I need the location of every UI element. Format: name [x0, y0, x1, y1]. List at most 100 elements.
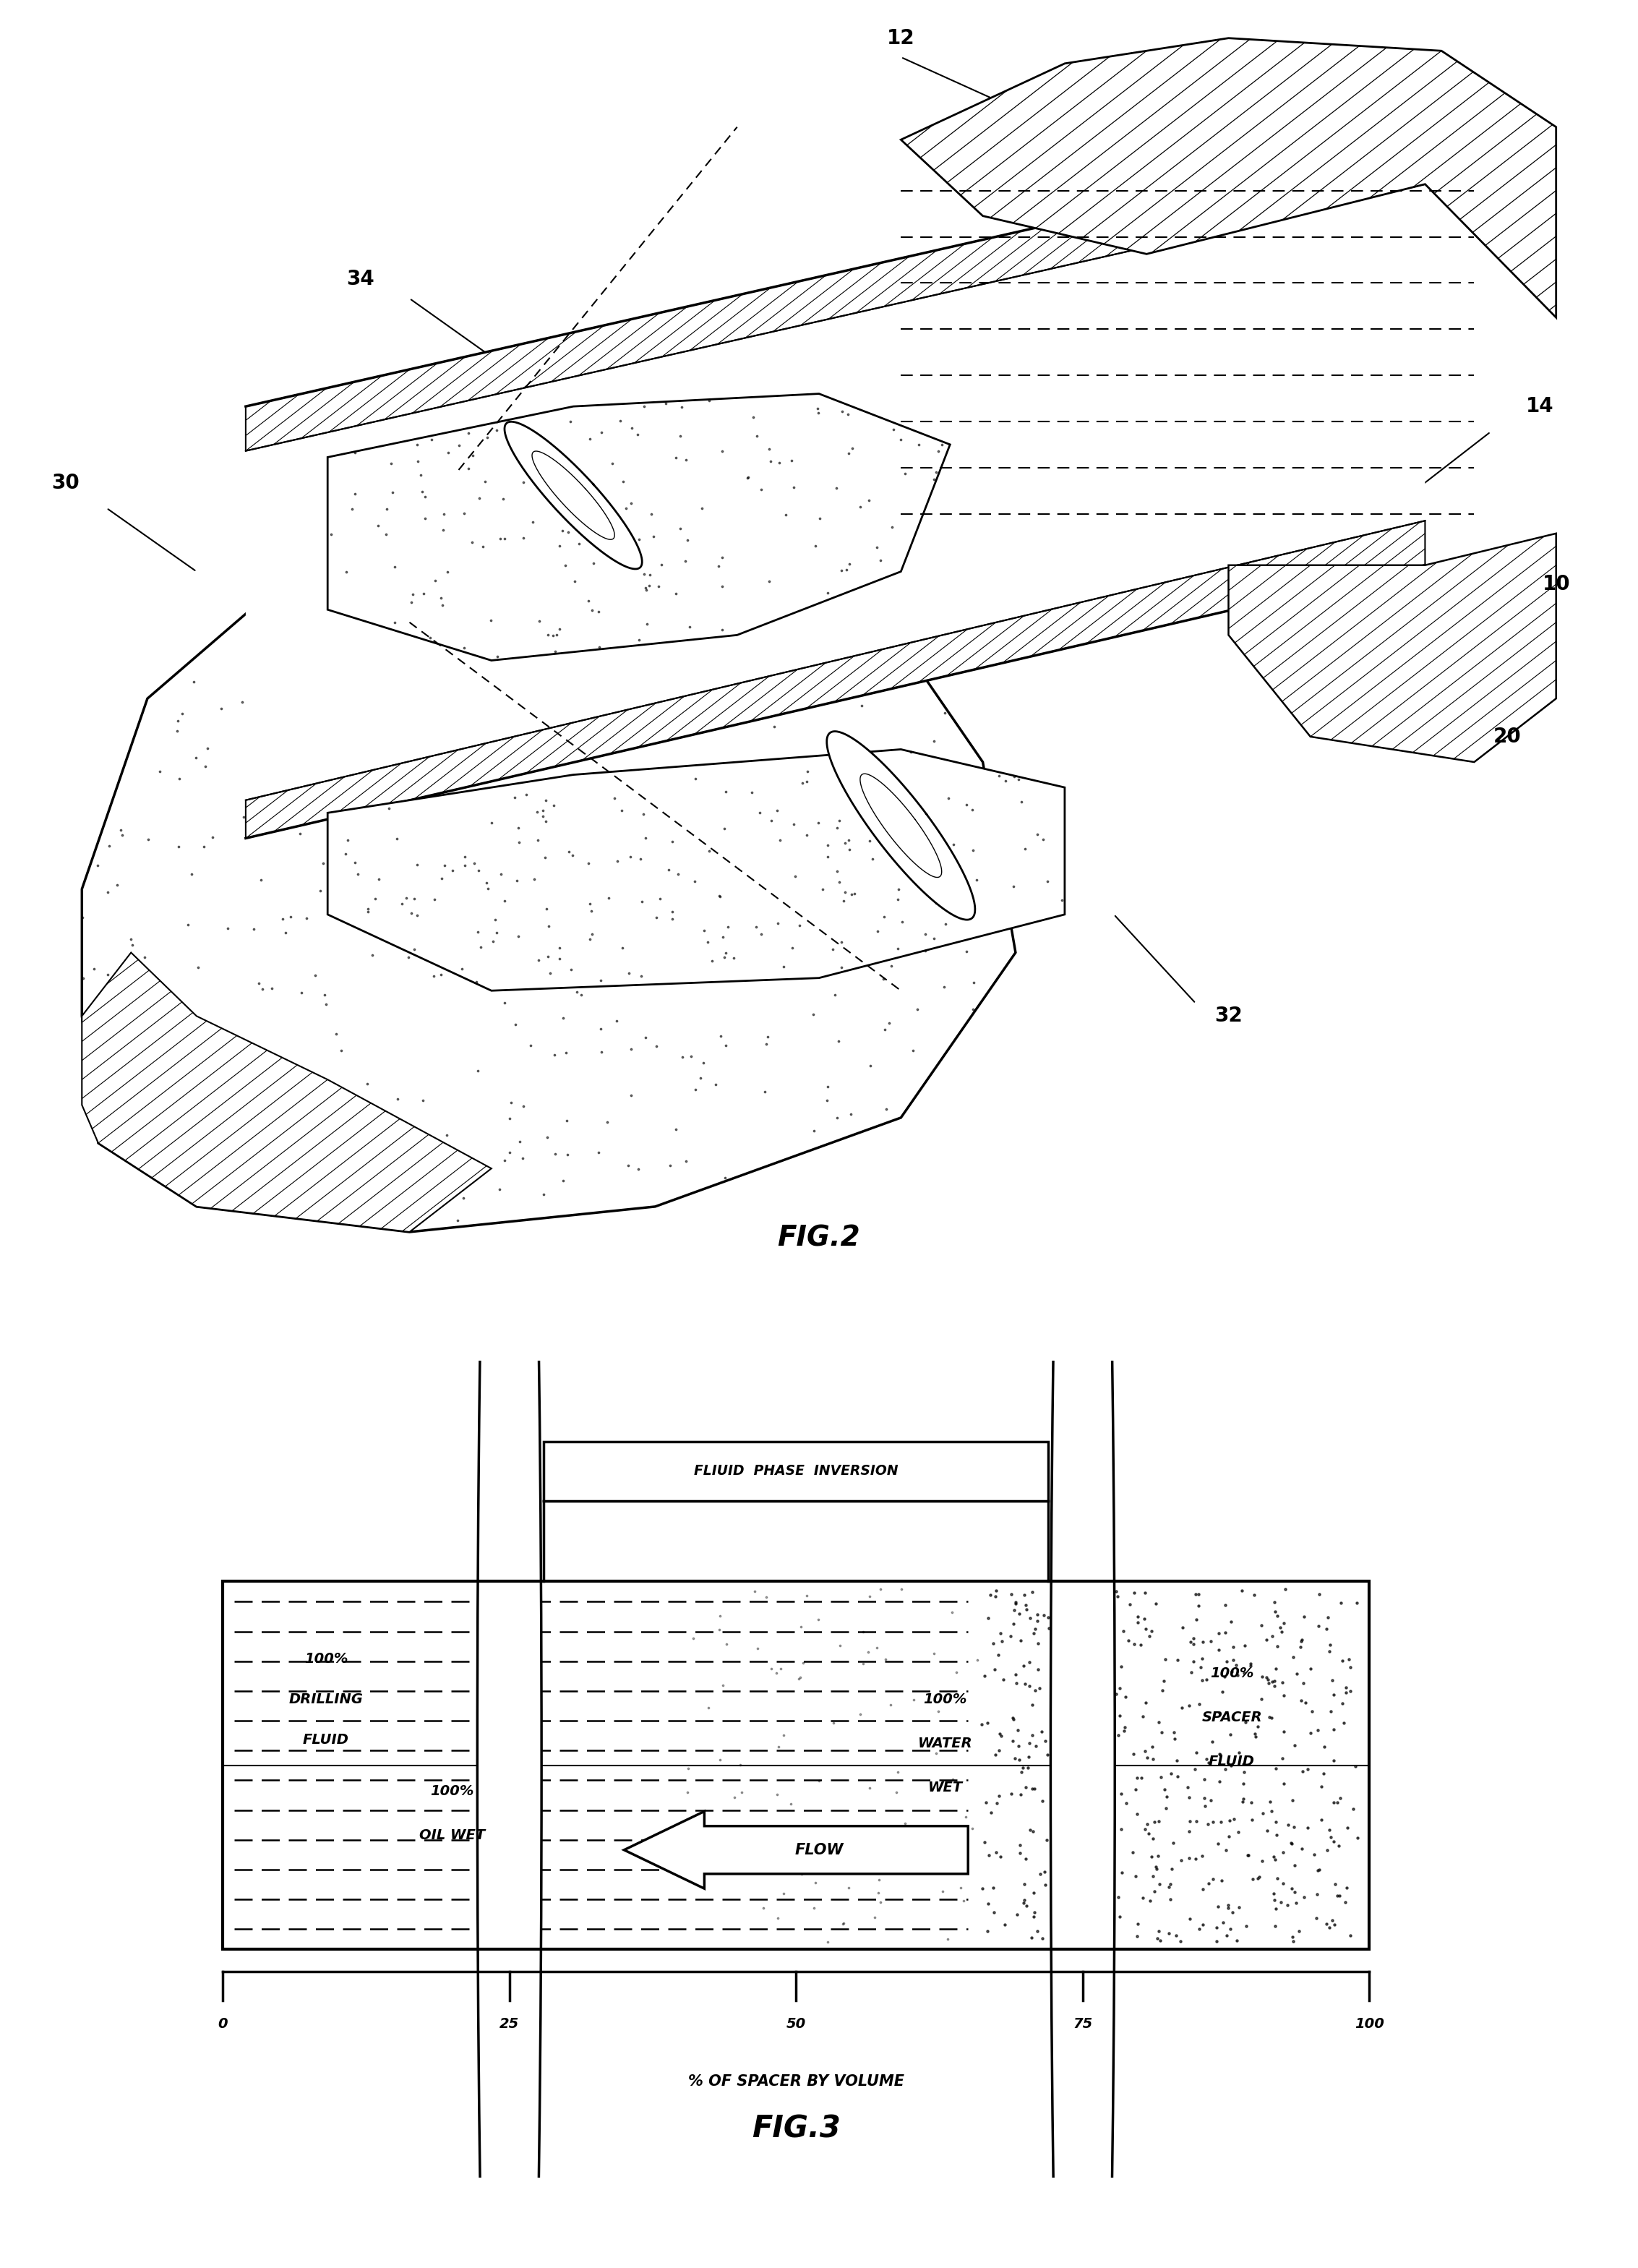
Point	[1199, 1860, 1225, 1896]
Point	[1006, 762, 1032, 798]
Point	[1152, 1771, 1178, 1808]
Point	[485, 844, 511, 880]
Point	[740, 399, 767, 435]
Point	[460, 844, 486, 880]
Point	[1140, 1857, 1166, 1894]
Point	[1145, 1837, 1171, 1873]
Point	[105, 1102, 131, 1139]
Point	[1006, 1728, 1032, 1765]
Point	[408, 458, 434, 494]
Point	[526, 873, 552, 909]
Point	[932, 694, 958, 730]
Point	[1111, 1712, 1137, 1749]
Point	[1335, 1642, 1361, 1678]
Point	[436, 435, 462, 472]
Point	[940, 826, 966, 862]
Point	[960, 1810, 986, 1846]
Point	[986, 1733, 1012, 1769]
Point	[1230, 1746, 1256, 1783]
Point	[1107, 1649, 1133, 1685]
Point	[247, 862, 274, 898]
Point	[1060, 1755, 1086, 1792]
Point	[1016, 1644, 1042, 1681]
Point	[598, 610, 624, 646]
Point	[1024, 1912, 1050, 1948]
Point	[983, 1785, 1009, 1821]
Point	[370, 744, 396, 780]
Point	[1124, 1760, 1150, 1796]
Point	[799, 996, 826, 1032]
Point	[752, 658, 778, 694]
Point	[498, 807, 524, 844]
Point	[839, 875, 865, 912]
Point	[249, 971, 275, 1007]
Point	[85, 1030, 111, 1066]
Point	[1320, 1676, 1346, 1712]
Point	[385, 1186, 411, 1222]
Point	[1022, 1672, 1048, 1708]
Point	[1007, 1835, 1034, 1871]
Point	[1255, 1660, 1281, 1696]
Point	[786, 1660, 812, 1696]
Point	[131, 939, 157, 975]
Point	[829, 923, 855, 959]
Point	[870, 962, 896, 998]
Point	[521, 862, 547, 898]
Point	[264, 626, 290, 662]
Point	[1253, 1658, 1279, 1694]
Point	[452, 848, 478, 885]
Point	[588, 1012, 614, 1048]
Point	[821, 608, 847, 644]
Point	[709, 612, 735, 649]
Point	[180, 665, 206, 701]
Point	[835, 435, 862, 472]
Point	[346, 855, 372, 891]
Point	[893, 796, 919, 832]
Point	[709, 1667, 735, 1703]
Point	[999, 1701, 1025, 1737]
Point	[518, 508, 544, 544]
Point	[475, 869, 501, 905]
Point	[283, 1168, 310, 1204]
Point	[308, 1098, 334, 1134]
Point	[1220, 1628, 1247, 1665]
Point	[1261, 1839, 1287, 1876]
Point	[577, 921, 603, 957]
Point	[1084, 1574, 1111, 1610]
Point	[970, 1871, 996, 1907]
Point	[1004, 1712, 1030, 1749]
Point	[1140, 1742, 1166, 1778]
Polygon shape	[505, 422, 642, 569]
Point	[1081, 1880, 1107, 1916]
Point	[1132, 1574, 1158, 1610]
Point	[929, 1873, 955, 1910]
Point	[215, 909, 241, 946]
Point	[803, 528, 829, 565]
Point	[478, 805, 505, 841]
Point	[1248, 1844, 1274, 1880]
Point	[491, 522, 518, 558]
Point	[298, 1188, 324, 1225]
Point	[429, 860, 455, 896]
Point	[870, 1846, 896, 1882]
Point	[1183, 1803, 1209, 1839]
Point	[750, 1889, 776, 1926]
Point	[1212, 1615, 1238, 1651]
Point	[783, 866, 809, 903]
Point	[875, 919, 901, 955]
Point	[1007, 1826, 1034, 1862]
Point	[1289, 1622, 1315, 1658]
Point	[110, 1134, 136, 1170]
Point	[521, 810, 547, 846]
Point	[765, 905, 791, 941]
Point	[365, 912, 391, 948]
Point	[750, 585, 776, 621]
Point	[896, 916, 922, 953]
Point	[672, 542, 698, 578]
Point	[716, 909, 742, 946]
Point	[1035, 1610, 1061, 1647]
Point	[1061, 1710, 1088, 1746]
Point	[288, 1095, 314, 1132]
Point	[532, 782, 559, 819]
Point	[711, 810, 737, 846]
